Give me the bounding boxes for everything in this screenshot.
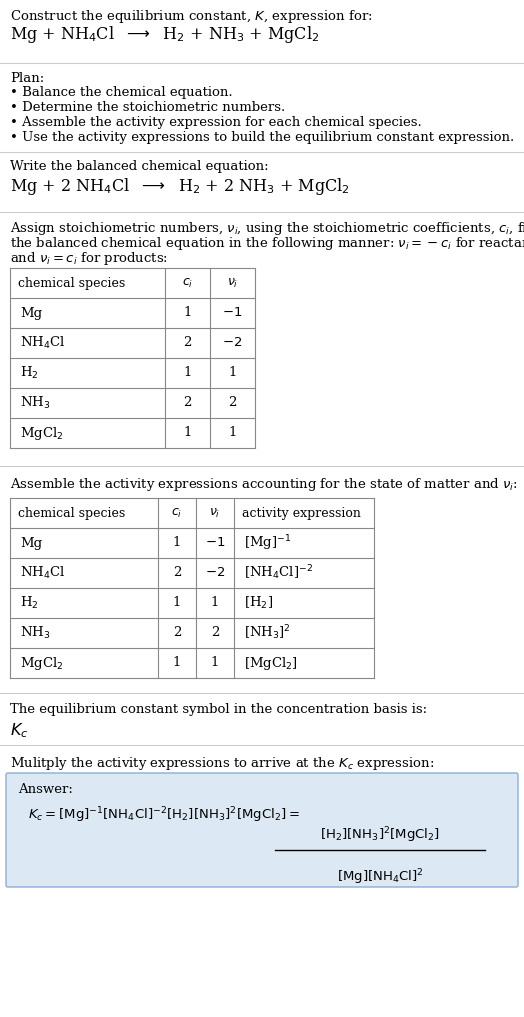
Text: $c_i$: $c_i$: [182, 277, 193, 290]
Text: 2: 2: [211, 626, 219, 640]
Text: $[\mathrm{H_2}][\mathrm{NH_3}]^2[\mathrm{MgCl_2}]$: $[\mathrm{H_2}][\mathrm{NH_3}]^2[\mathrm…: [320, 825, 440, 844]
Text: 2: 2: [173, 626, 181, 640]
Text: $-1$: $-1$: [205, 537, 225, 549]
Text: 2: 2: [183, 397, 192, 410]
Text: H$_2$: H$_2$: [20, 365, 39, 381]
Text: chemical species: chemical species: [18, 506, 125, 520]
Text: $\nu_i$: $\nu_i$: [227, 277, 238, 290]
Text: 1: 1: [211, 597, 219, 609]
Text: the balanced chemical equation in the following manner: $\nu_i = -c_i$ for react: the balanced chemical equation in the fo…: [10, 235, 524, 252]
Text: [Mg]$^{-1}$: [Mg]$^{-1}$: [244, 533, 291, 553]
Text: $-2$: $-2$: [205, 566, 225, 580]
Text: NH$_4$Cl: NH$_4$Cl: [20, 565, 66, 581]
Text: The equilibrium constant symbol in the concentration basis is:: The equilibrium constant symbol in the c…: [10, 703, 427, 716]
Text: NH$_4$Cl: NH$_4$Cl: [20, 335, 66, 351]
Text: $K_c = [\mathrm{Mg}]^{-1}[\mathrm{NH_4Cl}]^{-2}[\mathrm{H_2}][\mathrm{NH_3}]^2[\: $K_c = [\mathrm{Mg}]^{-1}[\mathrm{NH_4Cl…: [28, 805, 300, 825]
Text: 1: 1: [228, 426, 237, 439]
Text: Construct the equilibrium constant, $K$, expression for:: Construct the equilibrium constant, $K$,…: [10, 8, 373, 25]
Text: $K_c$: $K_c$: [10, 721, 28, 739]
Text: $\nu_i$: $\nu_i$: [209, 506, 221, 520]
Text: $c_i$: $c_i$: [171, 506, 183, 520]
Text: • Use the activity expressions to build the equilibrium constant expression.: • Use the activity expressions to build …: [10, 131, 514, 144]
Text: Mg: Mg: [20, 537, 42, 549]
Text: 2: 2: [173, 566, 181, 580]
Text: 1: 1: [173, 657, 181, 669]
Text: Mg: Mg: [20, 306, 42, 319]
Text: [MgCl$_2$]: [MgCl$_2$]: [244, 655, 298, 671]
Text: 1: 1: [228, 366, 237, 379]
Text: 1: 1: [183, 426, 192, 439]
Text: [NH$_4$Cl]$^{-2}$: [NH$_4$Cl]$^{-2}$: [244, 563, 313, 583]
Text: • Determine the stoichiometric numbers.: • Determine the stoichiometric numbers.: [10, 101, 285, 114]
Text: Answer:: Answer:: [18, 783, 73, 796]
Text: $[\mathrm{Mg}][\mathrm{NH_4Cl}]^2$: $[\mathrm{Mg}][\mathrm{NH_4Cl}]^2$: [336, 868, 423, 887]
Text: [NH$_3$]$^2$: [NH$_3$]$^2$: [244, 623, 291, 643]
Text: NH$_3$: NH$_3$: [20, 395, 50, 411]
Text: $-2$: $-2$: [222, 337, 243, 350]
Text: 2: 2: [183, 337, 192, 350]
Text: 1: 1: [173, 537, 181, 549]
Text: 1: 1: [211, 657, 219, 669]
Text: Plan:: Plan:: [10, 72, 44, 85]
Text: Mg + 2 NH$_4$Cl  $\longrightarrow$  H$_2$ + 2 NH$_3$ + MgCl$_2$: Mg + 2 NH$_4$Cl $\longrightarrow$ H$_2$ …: [10, 176, 350, 197]
Text: Assemble the activity expressions accounting for the state of matter and $\nu_i$: Assemble the activity expressions accoun…: [10, 476, 518, 493]
Text: 2: 2: [228, 397, 237, 410]
Text: H$_2$: H$_2$: [20, 595, 39, 611]
Text: • Balance the chemical equation.: • Balance the chemical equation.: [10, 86, 233, 99]
Text: chemical species: chemical species: [18, 277, 125, 290]
Text: 1: 1: [173, 597, 181, 609]
Text: activity expression: activity expression: [242, 506, 361, 520]
Text: Mg + NH$_4$Cl  $\longrightarrow$  H$_2$ + NH$_3$ + MgCl$_2$: Mg + NH$_4$Cl $\longrightarrow$ H$_2$ + …: [10, 24, 320, 45]
Text: 1: 1: [183, 306, 192, 319]
FancyBboxPatch shape: [6, 773, 518, 887]
Text: Assign stoichiometric numbers, $\nu_i$, using the stoichiometric coefficients, $: Assign stoichiometric numbers, $\nu_i$, …: [10, 220, 524, 237]
Text: NH$_3$: NH$_3$: [20, 625, 50, 641]
Text: MgCl$_2$: MgCl$_2$: [20, 655, 63, 671]
Text: 1: 1: [183, 366, 192, 379]
Text: and $\nu_i = c_i$ for products:: and $\nu_i = c_i$ for products:: [10, 250, 168, 267]
Text: [H$_2$]: [H$_2$]: [244, 595, 273, 611]
Text: MgCl$_2$: MgCl$_2$: [20, 424, 63, 441]
Text: $-1$: $-1$: [222, 306, 243, 319]
Text: Mulitply the activity expressions to arrive at the $K_c$ expression:: Mulitply the activity expressions to arr…: [10, 755, 434, 772]
Text: Write the balanced chemical equation:: Write the balanced chemical equation:: [10, 160, 269, 173]
Text: • Assemble the activity expression for each chemical species.: • Assemble the activity expression for e…: [10, 116, 422, 129]
